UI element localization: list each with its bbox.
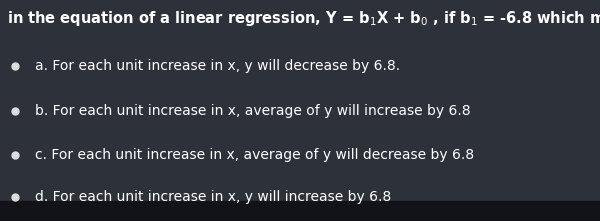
Bar bbox=[0, 201, 600, 221]
Text: c. For each unit increase in x, average of y will decrease by 6.8: c. For each unit increase in x, average … bbox=[35, 148, 474, 162]
Text: b. For each unit increase in x, average of y will increase by 6.8: b. For each unit increase in x, average … bbox=[35, 103, 470, 118]
Text: a. For each unit increase in x, y will decrease by 6.8.: a. For each unit increase in x, y will d… bbox=[35, 59, 400, 73]
Text: in the equation of a linear regression, Y = b$_1$X + b$_0$ , if b$_1$ = -6.8 whi: in the equation of a linear regression, … bbox=[7, 9, 600, 28]
Text: d. For each unit increase in x, y will increase by 6.8: d. For each unit increase in x, y will i… bbox=[35, 190, 391, 204]
